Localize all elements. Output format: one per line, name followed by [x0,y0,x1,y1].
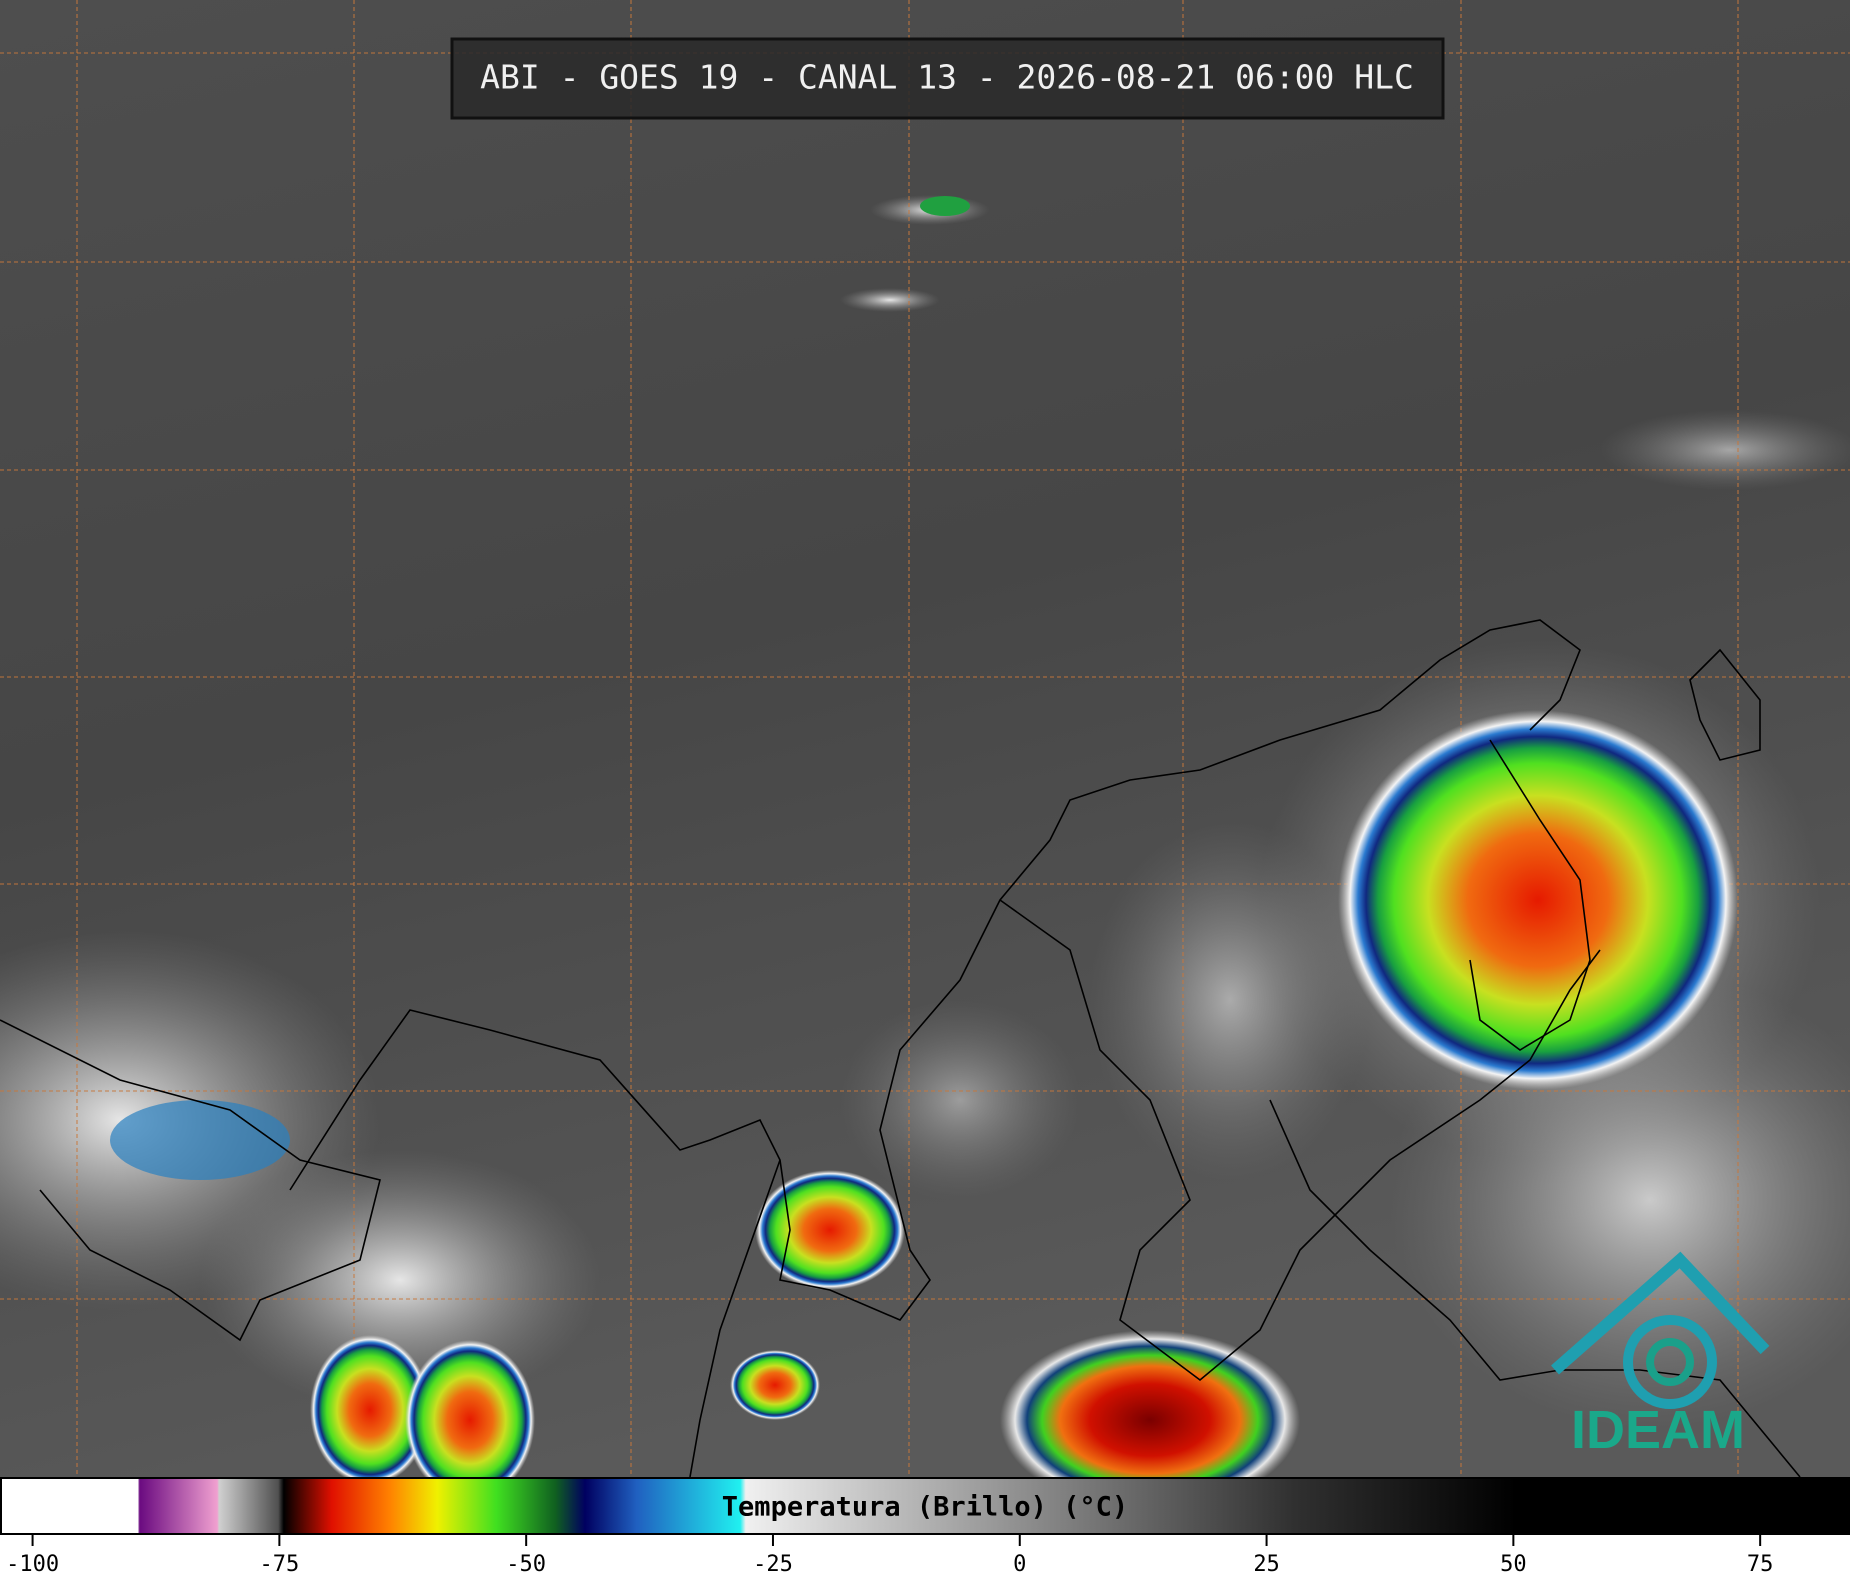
coastlines [0,619,1801,1478]
tick-label: -50 [506,1552,546,1577]
tick-label: 75 [1747,1552,1774,1577]
tick-label: 50 [1500,1552,1527,1577]
logo-text: IDEAM [1571,1400,1745,1460]
tick-label: -100 [6,1552,59,1577]
colorbar-ticks: -100 -75 -50 -25 0 25 50 75 [6,1534,1773,1577]
title: ABI - GOES 19 - CANAL 13 - 2026-08-21 06… [480,58,1414,97]
title-box: ABI - GOES 19 - CANAL 13 - 2026-08-21 06… [450,37,1445,120]
logo: IDEAM [1551,1251,1770,1460]
tick-label: -75 [260,1552,300,1577]
storms [110,196,1738,1510]
tick-label: 0 [1013,1552,1026,1577]
colorbar [0,1477,1850,1535]
tick-label: -25 [753,1552,793,1577]
colorbar-label: Temperatura (Brillo) (°C) [722,1492,1128,1523]
tick-label: 25 [1253,1552,1280,1577]
